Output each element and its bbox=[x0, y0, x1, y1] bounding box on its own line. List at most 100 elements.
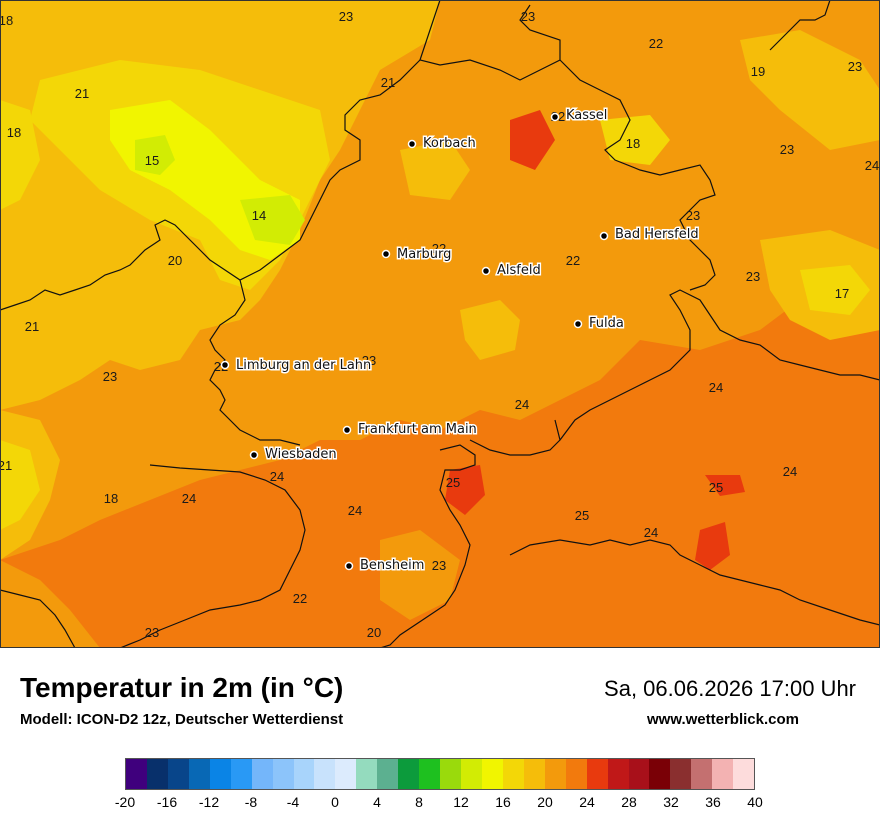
legend-swatch bbox=[398, 759, 420, 789]
temp-label: 18 bbox=[7, 125, 21, 140]
city-label: Fulda bbox=[589, 316, 624, 331]
temp-label: 21 bbox=[0, 458, 12, 473]
temp-zone-20-ne bbox=[740, 30, 880, 150]
temp-label: 24 bbox=[783, 464, 797, 479]
city-wiesbaden[interactable]: Wiesbaden bbox=[249, 446, 338, 464]
legend-swatch bbox=[565, 759, 587, 789]
city-frankfurt[interactable]: Frankfurt am Main bbox=[342, 421, 478, 439]
legend-tick-label: 12 bbox=[453, 794, 469, 810]
temp-label: 23 bbox=[848, 59, 862, 74]
city-fulda[interactable]: Fulda bbox=[573, 315, 625, 333]
model-source: Modell: ICON-D2 12z, Deutscher Wetterdie… bbox=[20, 711, 344, 728]
city-bad-hersfeld[interactable]: Bad Hersfeld bbox=[599, 226, 700, 244]
city-korbach[interactable]: Korbach bbox=[407, 135, 477, 153]
temp-zone-18-kassel bbox=[600, 115, 670, 165]
temp-label: 25 bbox=[446, 475, 460, 490]
temp-label: 21 bbox=[25, 319, 39, 334]
temp-label: 25 bbox=[709, 480, 723, 495]
legend-tick-labels: -20 -16 -12 -8 -4 0 4 8 12 16 20 24 28 32 36 40 bbox=[115, 794, 763, 814]
legend-swatch bbox=[188, 759, 210, 789]
legend-tick-label: -4 bbox=[286, 794, 300, 810]
border-ne-1 bbox=[559, 59, 716, 291]
temp-zone-26-a bbox=[445, 465, 485, 515]
temp-label: 23 bbox=[339, 9, 353, 24]
legend-swatch bbox=[356, 759, 378, 789]
border-south-west bbox=[119, 464, 306, 648]
city-alsfeld[interactable]: Alsfeld bbox=[481, 262, 542, 280]
temp-label: 15 bbox=[145, 153, 159, 168]
temp-zone-18-east bbox=[800, 265, 870, 315]
temp-label: 17 bbox=[835, 286, 849, 301]
city-dot bbox=[407, 139, 417, 149]
temp-zone-20-center bbox=[460, 300, 520, 360]
legend-tick-label: 36 bbox=[705, 794, 721, 810]
city-label: Marburg bbox=[397, 247, 451, 262]
city-markers: Kassel Korbach Bad Hersfeld Marburg Alsf… bbox=[220, 107, 700, 575]
city-bensheim[interactable]: Bensheim bbox=[344, 557, 426, 575]
city-dot bbox=[344, 561, 354, 571]
city-label: Bad Hersfeld bbox=[615, 227, 699, 242]
legend-tick-label: 8 bbox=[415, 794, 423, 810]
temperature-map: 23 23 22 19 23 18 21 21 18 15 14 18 23 2… bbox=[0, 0, 880, 648]
legend-tick-label: -20 bbox=[114, 794, 136, 810]
temp-label: 23 bbox=[103, 369, 117, 384]
city-kassel[interactable]: Kassel bbox=[550, 107, 609, 125]
city-dot bbox=[249, 450, 259, 460]
legend-swatch bbox=[126, 759, 147, 789]
legend-tick-label: 4 bbox=[373, 794, 381, 810]
temperature-labels: 23 23 22 19 23 18 21 21 18 15 14 18 23 2… bbox=[0, 9, 879, 640]
temp-label: 22 bbox=[566, 253, 580, 268]
legend-swatch bbox=[649, 759, 671, 789]
legend-tick-label: -8 bbox=[244, 794, 258, 810]
temp-label: 22 bbox=[432, 241, 446, 256]
city-label: Korbach bbox=[423, 136, 476, 151]
city-label: Limburg an der Lahn bbox=[236, 358, 371, 373]
temp-label: 24 bbox=[270, 469, 284, 484]
temp-label: 23 bbox=[780, 142, 794, 157]
temp-zone-26-c bbox=[695, 522, 730, 570]
legend-swatch bbox=[628, 759, 650, 789]
temp-label: 21 bbox=[381, 75, 395, 90]
temp-zone-22-bensheim bbox=[380, 530, 460, 620]
city-label: Alsfeld bbox=[497, 263, 541, 278]
legend-swatch bbox=[293, 759, 315, 789]
temp-label: 18 bbox=[0, 13, 13, 28]
legend-swatch bbox=[586, 759, 608, 789]
temp-label: 22 bbox=[649, 36, 663, 51]
temp-label: 21 bbox=[75, 86, 89, 101]
temp-zone-18-nw bbox=[0, 100, 40, 210]
temp-label: 24 bbox=[709, 380, 723, 395]
temp-zone-18-w bbox=[0, 440, 40, 530]
legend-tick-label: -16 bbox=[156, 794, 178, 810]
legend-tick-label: -12 bbox=[198, 794, 220, 810]
map-title: Temperatur in 2m (in °C) bbox=[20, 672, 344, 703]
temp-label: 19 bbox=[751, 64, 765, 79]
border-west-upper bbox=[0, 59, 421, 311]
temp-label: 24 bbox=[515, 397, 529, 412]
temp-label: 24 bbox=[348, 503, 362, 518]
temp-label: 18 bbox=[626, 136, 640, 151]
city-label: Bensheim bbox=[360, 558, 424, 573]
legend-swatch bbox=[335, 759, 357, 789]
legend-tick-label: 16 bbox=[495, 794, 511, 810]
city-marburg[interactable]: Marburg bbox=[381, 246, 453, 264]
city-limburg[interactable]: Limburg an der Lahn bbox=[220, 357, 373, 375]
border-bottom-left bbox=[0, 589, 76, 648]
temp-zone-14 bbox=[135, 135, 175, 175]
legend-swatch bbox=[440, 759, 461, 789]
legend-swatch bbox=[251, 759, 273, 789]
temp-label: 24 bbox=[644, 525, 658, 540]
legend-swatch bbox=[461, 759, 482, 789]
legend-tick-label: 28 bbox=[621, 794, 637, 810]
temp-label: 20 bbox=[168, 253, 182, 268]
city-dot bbox=[220, 360, 230, 370]
legend-tick-label: 20 bbox=[537, 794, 553, 810]
temp-label: 23 bbox=[432, 558, 446, 573]
temp-label: 23 bbox=[145, 625, 159, 640]
website-link[interactable]: www.wetterblick.com bbox=[647, 711, 799, 728]
border-south-east bbox=[379, 444, 476, 648]
temp-zone-14-b bbox=[240, 195, 305, 245]
legend-swatch bbox=[167, 759, 189, 789]
forecast-datetime: Sa, 06.06.2026 17:00 Uhr bbox=[604, 676, 856, 701]
temp-label: 20 bbox=[367, 625, 381, 640]
